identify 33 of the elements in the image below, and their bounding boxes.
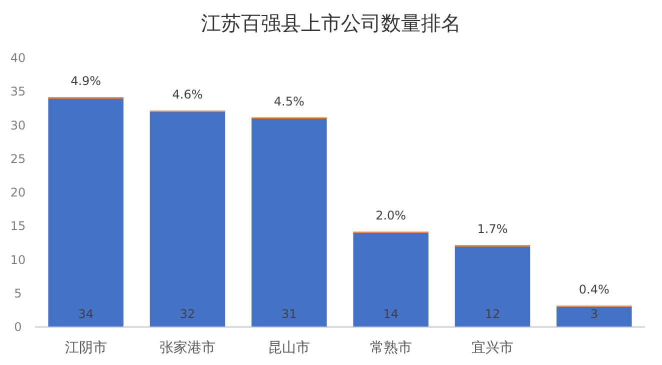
x-tick-label: 江阴市 xyxy=(64,340,107,356)
y-tick-label: 10 xyxy=(10,252,26,267)
data-label: 0.4% xyxy=(578,282,610,297)
x-tick-label: 宜兴市 xyxy=(472,340,514,356)
bar xyxy=(353,232,428,327)
y-tick-label: 35 xyxy=(10,84,26,99)
y-tick-label: 0 xyxy=(14,320,22,334)
chart-title: 江苏百强县上市公司数量排名 xyxy=(201,11,461,35)
data-label: 12 xyxy=(484,307,500,321)
y-tick-label: 20 xyxy=(10,186,26,200)
y-tick-label: 15 xyxy=(10,219,26,234)
data-label: 4.9% xyxy=(70,74,102,88)
data-label: 34 xyxy=(78,307,94,321)
x-tick-label: 常熟市 xyxy=(370,340,412,356)
bar xyxy=(252,118,327,327)
data-label: 1.7% xyxy=(477,222,508,236)
x-tick-label: 昆山市 xyxy=(268,340,310,356)
data-label: 31 xyxy=(282,307,297,321)
data-label: 3 xyxy=(590,307,598,321)
bar xyxy=(150,112,226,327)
y-tick-label: 30 xyxy=(10,118,26,132)
data-label: 32 xyxy=(180,307,196,321)
bar xyxy=(556,306,632,327)
data-label: 14 xyxy=(383,307,398,321)
data-label: 2.0% xyxy=(376,208,406,223)
y-tick-label: 40 xyxy=(10,51,26,65)
data-label: 4.6% xyxy=(172,88,203,102)
y-tick-label: 25 xyxy=(10,152,26,166)
bar xyxy=(48,98,124,327)
data-label: 4.5% xyxy=(274,94,304,108)
x-tick-label: 张家港市 xyxy=(160,340,216,356)
y-tick-label: 5 xyxy=(14,286,22,300)
bar xyxy=(454,246,530,327)
